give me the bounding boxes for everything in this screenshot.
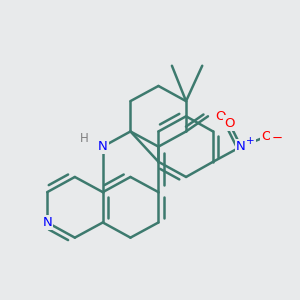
- Text: N: N: [236, 140, 246, 153]
- Text: O: O: [224, 116, 235, 130]
- Text: +: +: [246, 136, 255, 146]
- Text: O: O: [215, 110, 226, 123]
- Text: N: N: [42, 216, 52, 229]
- Text: −: −: [272, 132, 283, 145]
- Text: O: O: [261, 130, 272, 143]
- Text: H: H: [80, 132, 88, 145]
- Text: N: N: [98, 140, 108, 153]
